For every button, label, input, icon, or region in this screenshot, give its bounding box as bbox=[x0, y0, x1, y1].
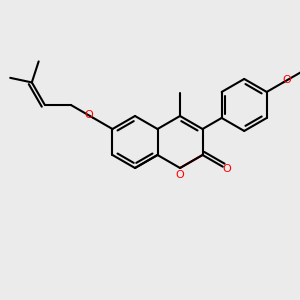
Text: O: O bbox=[176, 170, 184, 180]
Text: O: O bbox=[223, 164, 232, 174]
Text: O: O bbox=[85, 110, 93, 120]
Text: O: O bbox=[283, 75, 291, 85]
